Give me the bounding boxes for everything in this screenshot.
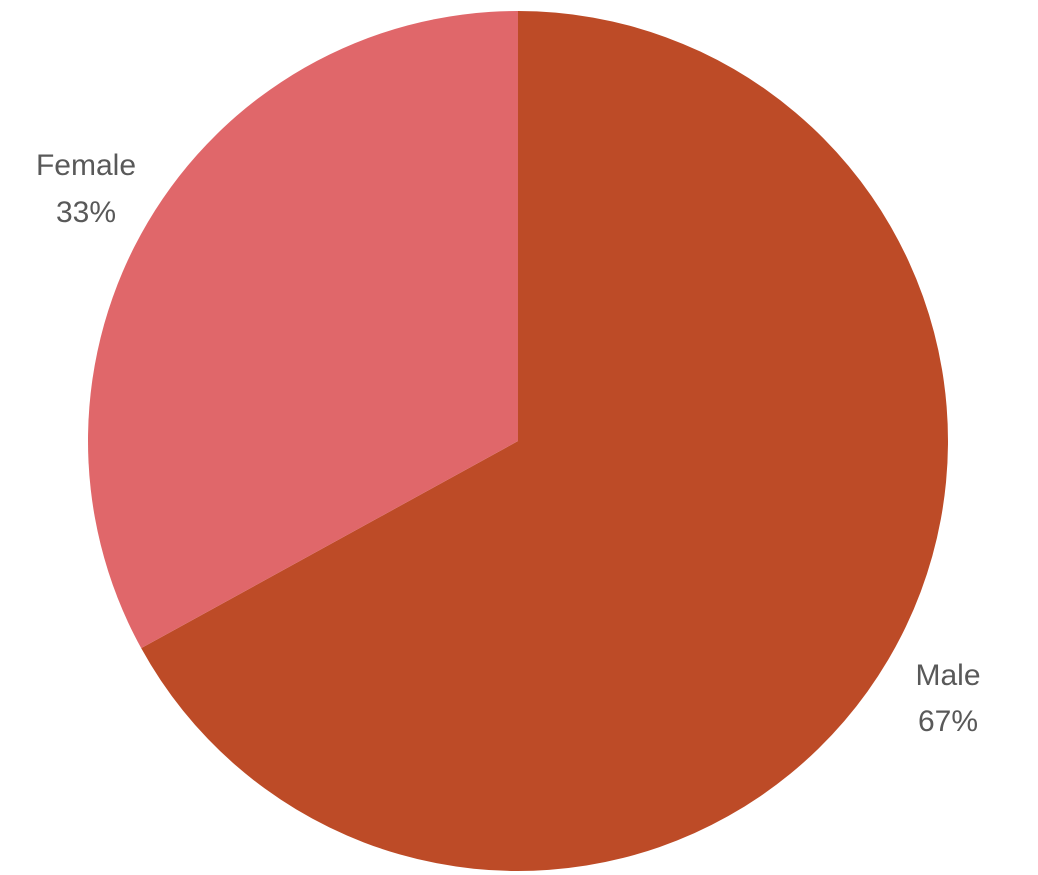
- slice-value-label-male: 67%: [918, 705, 978, 738]
- pie-slice-male: [141, 11, 949, 871]
- slice-label-male: Male: [915, 659, 980, 692]
- pie-slice-female: [88, 11, 518, 649]
- slice-label-female: Female: [36, 149, 136, 182]
- slices-layer: [88, 11, 949, 871]
- slice-value-label-female: 33%: [56, 196, 116, 229]
- labels-layer: Male 67% Female 33%: [36, 149, 981, 738]
